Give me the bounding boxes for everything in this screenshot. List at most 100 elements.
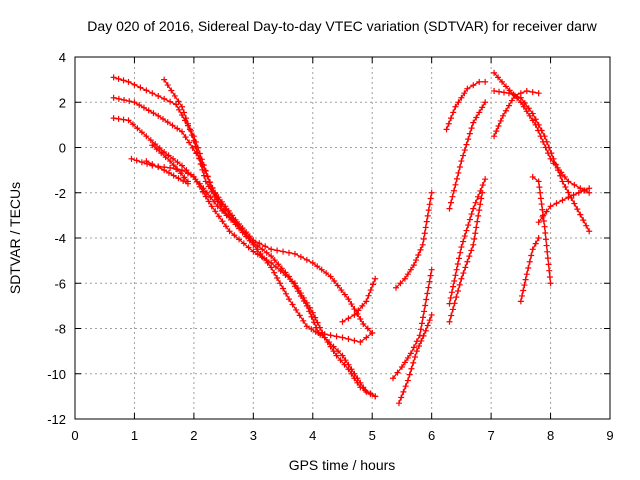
data-point [420,236,427,243]
data-point [407,266,414,273]
data-point [233,221,240,228]
data-point [115,95,122,102]
data-point [357,384,364,391]
data-point [345,315,352,322]
series-arc-7 [149,142,191,185]
data-point [174,166,181,173]
data-point [412,354,419,361]
data-point [203,189,210,196]
data-point [472,199,479,206]
data-point [523,271,530,278]
data-point [535,90,542,97]
data-point [407,350,414,357]
data-point [479,182,486,189]
data-point [557,172,564,179]
data-point [423,218,430,225]
data-point [184,120,191,127]
data-point [250,248,257,255]
data-point [259,246,266,253]
data-point [147,137,154,144]
data-point [110,74,117,81]
data-point [544,248,551,255]
data-point [236,236,243,243]
data-point [364,325,371,332]
data-point [394,369,401,376]
data-point [155,93,162,100]
x-tick-label: 1 [131,428,138,443]
data-point [425,207,432,214]
data-point [351,337,358,344]
data-point [190,137,197,144]
data-point [586,185,593,192]
data-point [367,287,374,294]
data-point [456,164,463,171]
data-point [452,181,459,188]
data-point [138,129,145,136]
series-arc-9 [393,189,435,291]
data-point [179,128,185,135]
data-point [460,238,467,245]
data-point [129,121,136,128]
series-trace [392,269,433,379]
data-point [474,218,481,225]
data-point [535,178,542,185]
data-point [354,379,361,386]
data-point [359,302,366,309]
data-point [542,236,549,243]
data-point [195,155,202,162]
data-point [521,282,528,289]
series-arc-5 [161,76,245,232]
data-point [508,97,515,104]
series-trace [113,97,373,343]
data-point [535,219,542,226]
data-point [450,187,457,194]
data-point [164,82,171,89]
x-tick-label: 4 [309,428,316,443]
data-point [220,207,227,214]
data-point [539,206,546,213]
data-point [207,179,214,186]
data-point [571,200,578,207]
data-point [167,164,174,171]
data-point [211,193,218,200]
grid [75,57,610,419]
data-point [525,105,532,112]
data-point [570,192,577,199]
data-point [482,176,489,183]
data-point [451,300,458,307]
data-point [259,254,266,261]
x-axis-label: GPS time / hours [289,457,396,473]
data-point [408,365,415,372]
data-point [454,288,461,295]
data-point [418,337,425,344]
data-point [521,100,528,107]
data-point [155,164,162,171]
data-point [309,309,316,316]
data-point [312,328,319,335]
data-point [190,173,197,180]
data-point [351,311,358,318]
y-tick-label: -10 [47,367,66,382]
data-point [182,134,189,141]
data-point [192,143,199,150]
data-point [470,205,477,212]
data-point [174,159,181,166]
data-point [207,194,214,201]
series-trace [448,178,486,304]
data-point [491,69,498,76]
data-point [204,173,211,180]
data-point [215,213,222,220]
data-point [357,339,364,346]
data-point [422,224,429,231]
data-point [205,183,212,190]
data-point [427,195,434,202]
data-point [428,311,435,318]
data-point [541,133,548,140]
data-point [272,263,279,270]
data-point [254,242,261,249]
data-point [460,270,467,277]
data-point [149,142,156,149]
data-point [199,188,206,195]
data-point [171,92,178,99]
data-point [231,232,238,239]
